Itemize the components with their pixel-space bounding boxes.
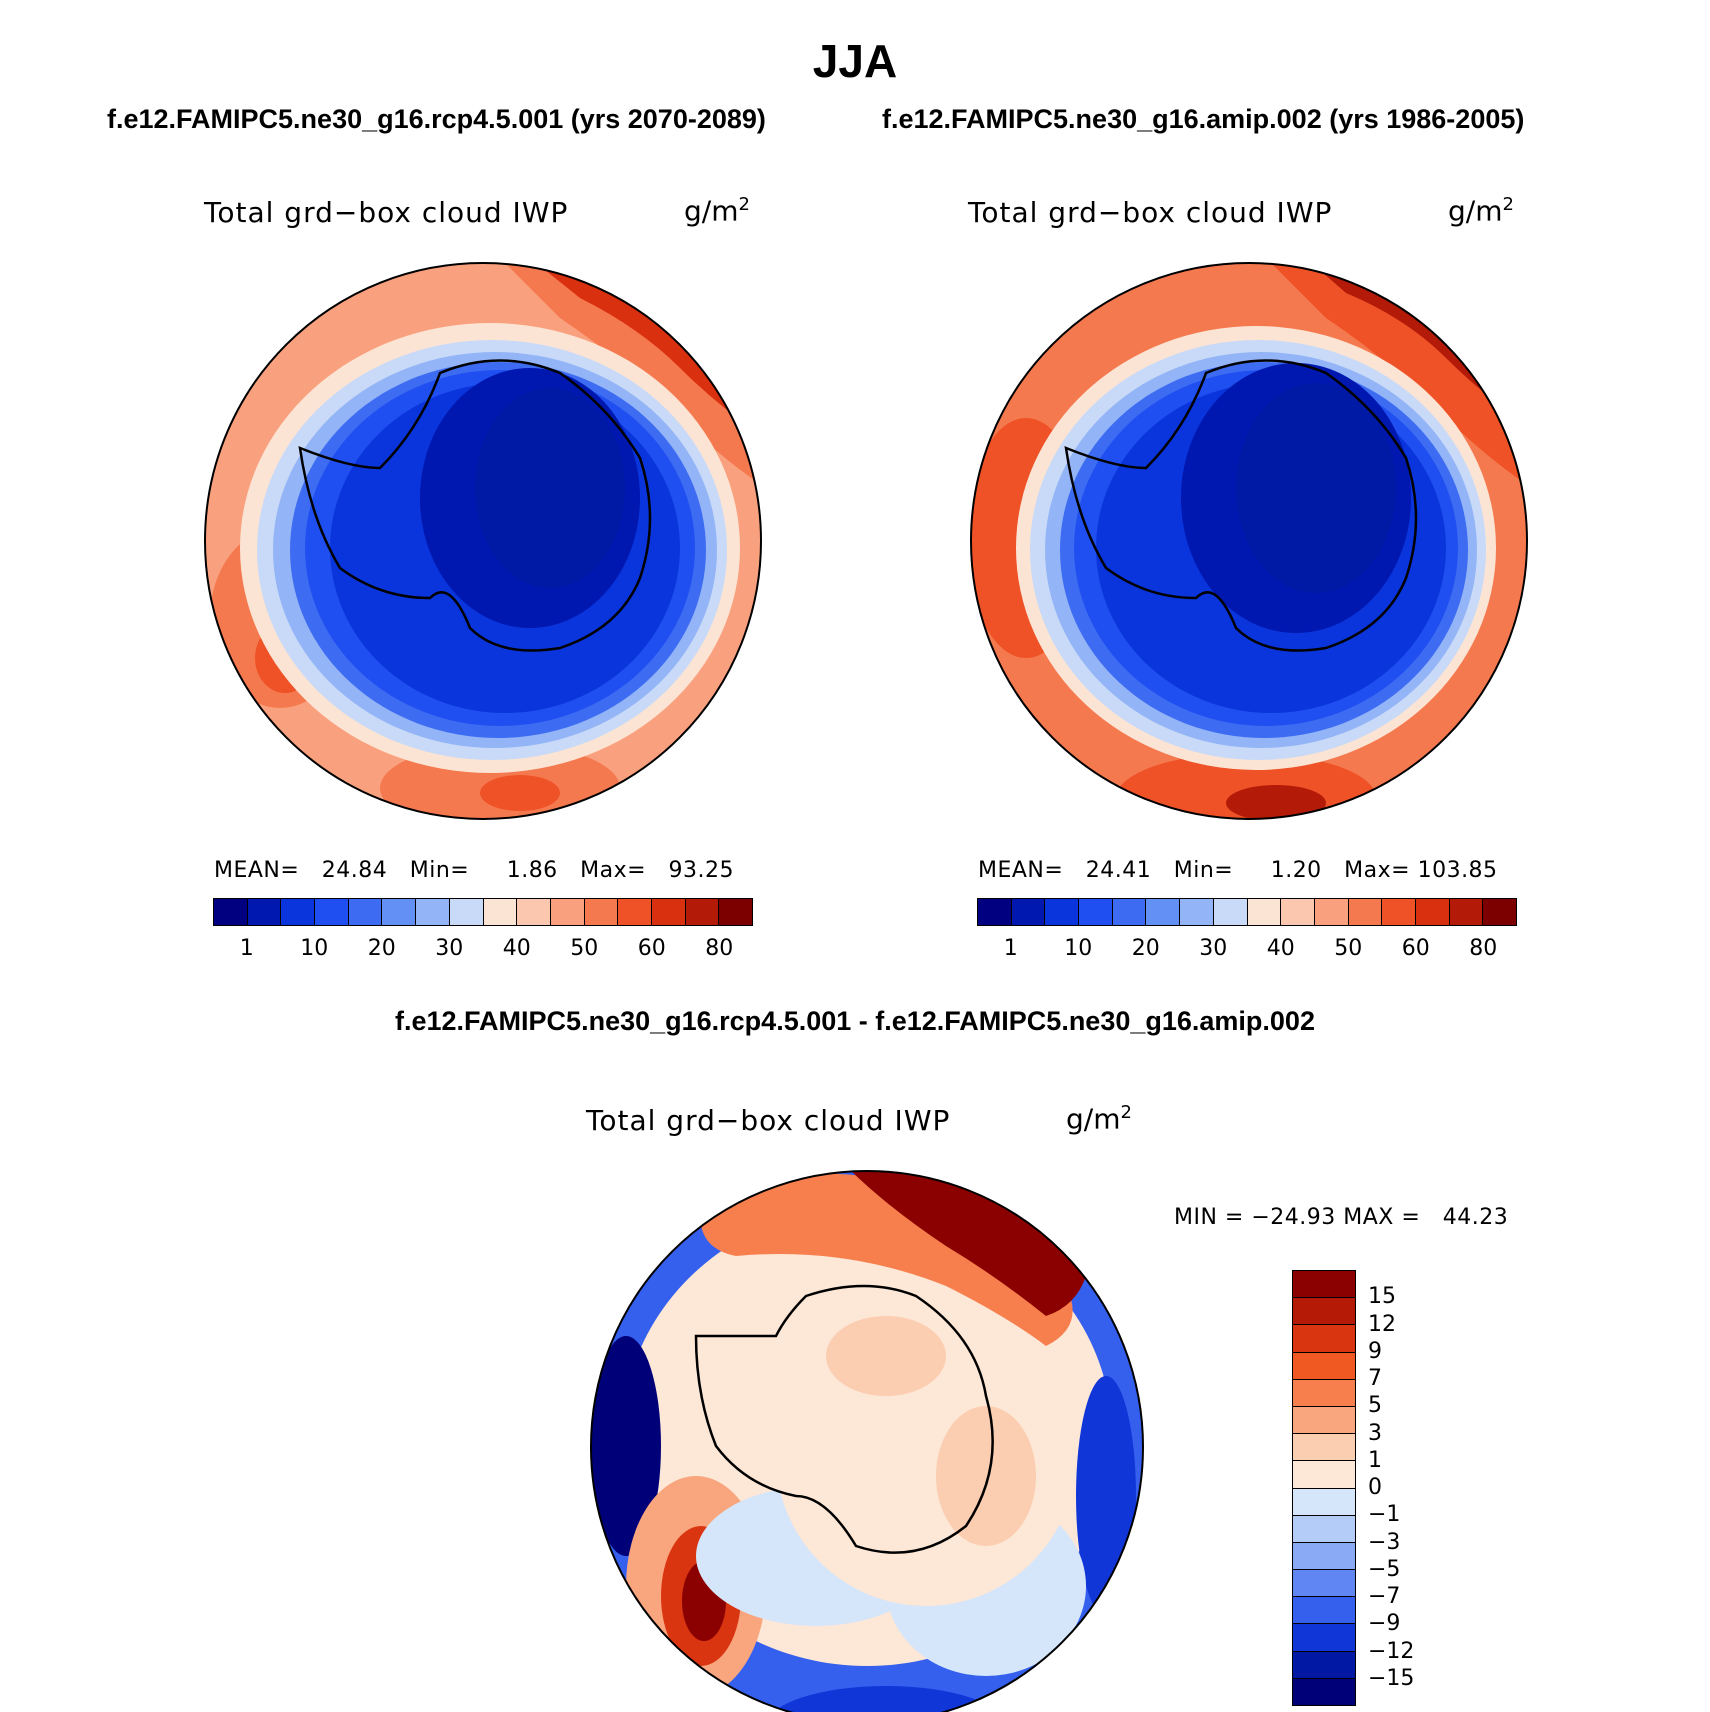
colorbar-tick-label: −7	[1368, 1584, 1401, 1609]
diff-units: g/m2	[1066, 1102, 1132, 1136]
colorbar-swatch	[1293, 1542, 1355, 1571]
colorbar-tick-label: 10	[300, 936, 329, 961]
colorbar-swatch	[483, 899, 518, 925]
colorbar-swatch	[1146, 899, 1181, 925]
colorbar-swatch	[1293, 1678, 1355, 1705]
colorbar-swatch	[1293, 1325, 1355, 1353]
colorbar-swatch	[1247, 899, 1282, 925]
right-stats: MEAN= 24.41 Min= 1.20 Max= 103.85	[978, 858, 1498, 883]
colorbar-swatch	[315, 899, 349, 925]
difference-polar-map	[590, 1170, 1144, 1712]
colorbar-swatch	[1079, 899, 1113, 925]
colorbar-tick-label: 7	[1368, 1366, 1382, 1391]
colorbar-swatch	[348, 899, 383, 925]
colorbar-swatch	[1293, 1651, 1355, 1679]
colorbar-swatch	[1293, 1271, 1355, 1299]
colorbar-tick-label: −12	[1368, 1638, 1415, 1664]
colorbar-tick-label: 40	[502, 936, 531, 961]
colorbar-tick-label: 60	[637, 936, 666, 961]
main-title: JJA	[812, 35, 898, 87]
right-polar-map	[970, 262, 1528, 820]
colorbar-swatch	[1293, 1379, 1355, 1407]
right-colorbar	[977, 898, 1517, 926]
colorbar-swatch	[719, 899, 752, 925]
colorbar-swatch	[1293, 1298, 1355, 1326]
colorbar-swatch	[1293, 1597, 1355, 1625]
colorbar-tick-label: −3	[1368, 1529, 1401, 1555]
colorbar-swatch	[584, 899, 619, 925]
colorbar-swatch	[1293, 1515, 1355, 1543]
difference-title: f.e12.FAMIPC5.ne30_g16.rcp4.5.001 - f.e1…	[395, 1006, 1315, 1036]
colorbar-swatch	[1293, 1624, 1355, 1652]
colorbar-swatch	[1293, 1488, 1355, 1516]
colorbar-tick-label: 0	[1368, 1475, 1382, 1500]
colorbar-tick-label: 1	[1003, 936, 1018, 961]
diff-stats: MIN = −24.93 MAX = 44.23	[1174, 1205, 1509, 1230]
colorbar-swatch	[1011, 899, 1046, 925]
right-case-title: f.e12.FAMIPC5.ne30_g16.amip.002 (yrs 198…	[882, 104, 1525, 134]
colorbar-tick-label: 15	[1368, 1284, 1396, 1310]
colorbar-swatch	[685, 899, 720, 925]
colorbar-tick-label: 9	[1368, 1338, 1382, 1364]
left-colorbar	[213, 898, 753, 926]
colorbar-swatch	[1449, 899, 1484, 925]
colorbar-swatch	[1293, 1570, 1355, 1598]
colorbar-swatch	[1112, 899, 1147, 925]
colorbar-tick-label: 40	[1266, 936, 1295, 961]
right-variable-title: Total grd−box cloud IWP	[968, 196, 1333, 229]
colorbar-swatch	[382, 899, 417, 925]
colorbar-tick-label: 80	[705, 936, 734, 961]
colorbar-tick-label: −15	[1368, 1665, 1415, 1691]
colorbar-tick-label: −1	[1368, 1502, 1401, 1528]
left-units: g/m2	[684, 194, 750, 228]
colorbar-tick-label: 60	[1401, 936, 1430, 961]
colorbar-tick-label: 80	[1469, 936, 1498, 961]
colorbar-swatch	[214, 899, 248, 925]
colorbar-swatch	[1314, 899, 1349, 925]
colorbar-swatch	[1348, 899, 1383, 925]
colorbar-swatch	[517, 899, 551, 925]
colorbar-tick-label: 30	[1199, 936, 1228, 961]
colorbar-swatch	[618, 899, 652, 925]
colorbar-tick-label: 50	[570, 936, 599, 961]
colorbar-tick-label: 3	[1368, 1420, 1382, 1446]
colorbar-tick-label: 30	[435, 936, 464, 961]
colorbar-swatch	[1281, 899, 1315, 925]
colorbar-tick-label: −5	[1368, 1556, 1401, 1582]
colorbar-swatch	[1483, 899, 1516, 925]
colorbar-swatch	[978, 899, 1012, 925]
colorbar-swatch	[281, 899, 316, 925]
diff-variable-title: Total grd−box cloud IWP	[586, 1104, 951, 1137]
colorbar-tick-label: 5	[1368, 1393, 1382, 1419]
left-stats: MEAN= 24.84 Min= 1.86 Max= 93.25	[214, 858, 735, 883]
right-units: g/m2	[1448, 194, 1514, 228]
colorbar-swatch	[247, 899, 282, 925]
colorbar-swatch	[1415, 899, 1450, 925]
colorbar-swatch	[1045, 899, 1080, 925]
left-case-title: f.e12.FAMIPC5.ne30_g16.rcp4.5.001 (yrs 2…	[107, 104, 766, 134]
colorbar-swatch	[550, 899, 585, 925]
colorbar-swatch	[449, 899, 484, 925]
colorbar-swatch	[1293, 1434, 1355, 1462]
diff-colorbar	[1292, 1270, 1356, 1706]
colorbar-swatch	[1293, 1406, 1355, 1435]
colorbar-tick-label: −9	[1368, 1611, 1401, 1637]
colorbar-swatch	[1293, 1352, 1355, 1380]
colorbar-swatch	[1213, 899, 1248, 925]
left-polar-map	[204, 262, 762, 820]
colorbar-tick-label: 12	[1368, 1311, 1396, 1337]
colorbar-tick-label: 20	[1131, 936, 1160, 961]
colorbar-swatch	[1180, 899, 1214, 925]
colorbar-tick-label: 10	[1064, 936, 1093, 961]
colorbar-tick-label: 20	[367, 936, 396, 961]
colorbar-swatch	[651, 899, 686, 925]
colorbar-tick-label: 1	[239, 936, 254, 961]
colorbar-swatch	[416, 899, 450, 925]
left-variable-title: Total grd−box cloud IWP	[204, 196, 569, 229]
colorbar-tick-label: 50	[1334, 936, 1363, 961]
colorbar-swatch	[1293, 1461, 1355, 1489]
colorbar-tick-label: 1	[1368, 1447, 1382, 1473]
colorbar-swatch	[1382, 899, 1416, 925]
